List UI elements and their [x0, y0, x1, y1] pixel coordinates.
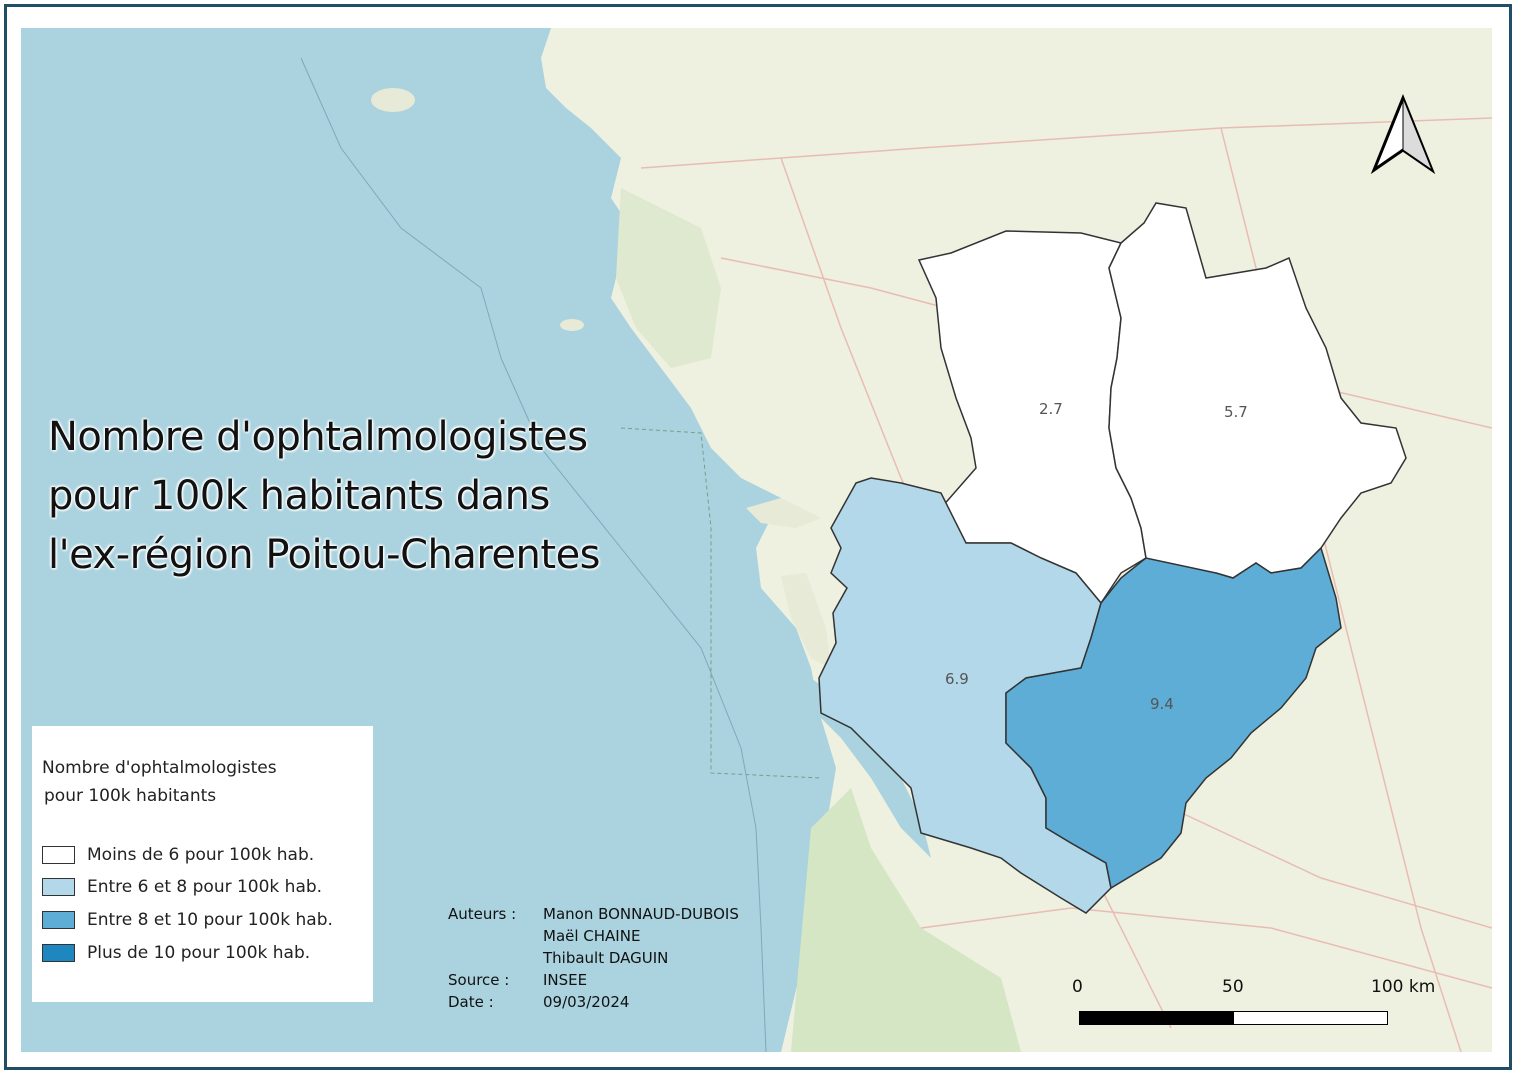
land-forest-south: [791, 788, 1021, 1052]
north-arrow-icon: [1370, 94, 1436, 175]
dept-value-deux-sevres: 2.7: [1039, 400, 1063, 418]
legend-label-low: Moins de 6 pour 100k hab.: [87, 845, 315, 865]
map-title: Nombre d'ophtalmologistes pour 100k habi…: [48, 408, 668, 585]
map-svg: 2.7 5.7 6.9 9.4: [300, 28, 1492, 1052]
legend-item-mid-low: Entre 6 et 8 pour 100k hab.: [42, 876, 322, 898]
map-title-line-3: l'ex-région Poitou-Charentes: [48, 532, 601, 578]
dept-value-vienne: 5.7: [1224, 403, 1248, 421]
legend-item-mid-high: Entre 8 et 10 pour 100k hab.: [42, 909, 333, 931]
scale-bar-black-segment: [1080, 1012, 1234, 1024]
dept-value-charente: 9.4: [1150, 695, 1174, 713]
legend-title-line-2: pour 100k habitants: [44, 786, 217, 806]
legend-label-mid-high: Entre 8 et 10 pour 100k hab.: [87, 910, 333, 930]
legend-title-line-1: Nombre d'ophtalmologistes: [42, 758, 277, 778]
credits-date-key: Date :: [448, 993, 494, 1011]
dept-value-charente-maritime: 6.9: [945, 670, 969, 688]
legend-item-high: Plus de 10 pour 100k hab.: [42, 942, 310, 964]
credits-source-key: Source :: [448, 971, 510, 989]
legend-swatch-high: [42, 944, 75, 962]
legend-swatch-mid-low: [42, 878, 75, 896]
scale-label-100: 100 km: [1371, 977, 1436, 997]
scale-bar: [1079, 1011, 1388, 1025]
credits-author-3: Thibault DAGUIN: [543, 949, 669, 967]
map-frame: [4, 4, 1512, 1070]
island-yeu: [371, 88, 415, 112]
legend-title: Nombre d'ophtalmologistes pour 100k habi…: [42, 754, 362, 810]
legend-item-low: Moins de 6 pour 100k hab.: [42, 844, 314, 866]
department-charente[interactable]: [1005, 546, 1342, 890]
land-forest-coast: [616, 188, 721, 368]
credits-date: 09/03/2024: [543, 993, 630, 1011]
credits-block: Auteurs : Manon BONNAUD-DUBOIS Maël CHAIN…: [448, 903, 739, 1013]
island-oleron: [781, 573, 831, 668]
maritime-boundary: [620, 427, 822, 779]
legend-label-mid-low: Entre 6 et 8 pour 100k hab.: [87, 877, 323, 897]
credits-author-1: Manon BONNAUD-DUBOIS: [543, 905, 739, 923]
island-small: [560, 319, 584, 331]
island-re: [746, 498, 821, 528]
map-title-line-2: pour 100k habitants dans: [48, 473, 550, 519]
legend-swatch-low: [42, 846, 75, 864]
credits-source: INSEE: [543, 971, 588, 989]
map-title-line-1: Nombre d'ophtalmologistes: [48, 414, 588, 460]
credits-author-2: Maël CHAINE: [543, 927, 641, 945]
legend-swatch-mid-high: [42, 911, 75, 929]
territorial-waters: [300, 57, 767, 1052]
scale-label-50: 50: [1222, 977, 1244, 997]
legend-panel: Nombre d'ophtalmologistes pour 100k habi…: [32, 726, 373, 1002]
credits-authors-key: Auteurs :: [448, 905, 517, 923]
legend-label-high: Plus de 10 pour 100k hab.: [87, 943, 311, 963]
scale-label-0: 0: [1072, 977, 1083, 997]
